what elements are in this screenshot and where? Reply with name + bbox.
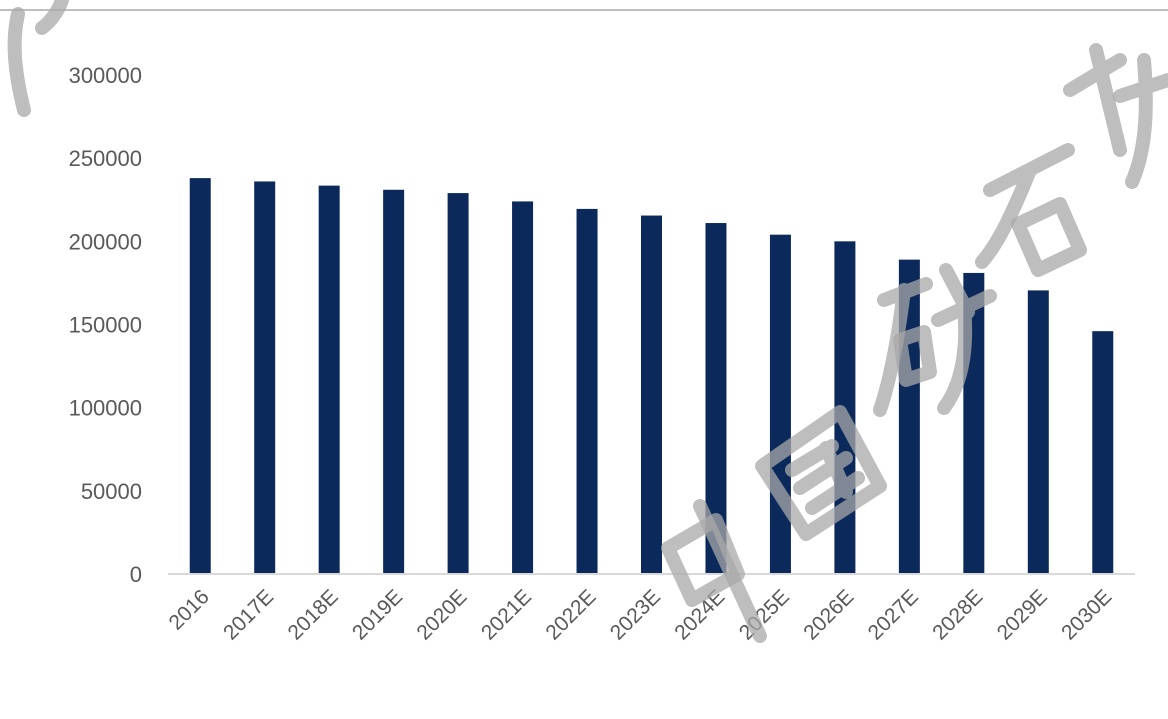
watermark-stroke — [7, 7, 31, 117]
bar — [383, 189, 405, 574]
watermark — [7, 0, 1168, 643]
x-tick-label: 2018E — [283, 585, 342, 644]
y-tick-label: 250000 — [69, 146, 142, 171]
bar — [1027, 290, 1049, 574]
watermark-stroke — [35, 0, 69, 35]
watermark-glyph — [755, 405, 887, 541]
bar — [189, 178, 211, 575]
y-tick-label: 300000 — [69, 63, 142, 88]
x-tick-label: 2019E — [348, 585, 407, 644]
bar — [318, 185, 340, 574]
x-tick-label: 2021E — [477, 585, 536, 644]
y-tick-label: 100000 — [69, 396, 142, 421]
bar — [705, 223, 727, 574]
x-tick-label: 2030E — [1057, 585, 1116, 644]
bar — [769, 234, 791, 574]
bar — [641, 215, 662, 574]
watermark-glyph — [1063, 43, 1168, 189]
y-tick-label: 0 — [130, 562, 142, 587]
y-axis-ticks: 0 50000 100000 150000 200000 250000 300000 — [69, 63, 142, 587]
bar — [576, 208, 598, 575]
x-tick-label: 2029E — [993, 585, 1052, 644]
y-tick-label: 50000 — [81, 479, 142, 504]
x-tick-label: 2028E — [928, 585, 987, 644]
y-tick-label: 200000 — [69, 229, 142, 254]
x-tick-label: 2022E — [541, 585, 600, 644]
watermark-glyph — [661, 499, 767, 643]
bar — [512, 201, 534, 574]
x-tick-label: 2026E — [799, 585, 858, 644]
x-tick-label: 2016 — [164, 585, 213, 634]
x-tick-label: 2020E — [412, 585, 471, 644]
bar — [254, 181, 276, 574]
x-tick-label: 2027E — [864, 585, 923, 644]
bar-series — [189, 178, 1114, 575]
bar — [1092, 331, 1114, 574]
x-tick-label: 2017E — [219, 585, 278, 644]
watermark-glyph — [975, 143, 1087, 277]
y-tick-label: 150000 — [69, 313, 142, 338]
x-axis-ticks: 2016 2017E 2018E 2019E 2020E 2021E 2022E 2023E 2… — [164, 585, 1116, 644]
watermark-glyph — [873, 263, 997, 417]
bar — [447, 193, 469, 574]
x-tick-label: 2023E — [606, 585, 665, 644]
